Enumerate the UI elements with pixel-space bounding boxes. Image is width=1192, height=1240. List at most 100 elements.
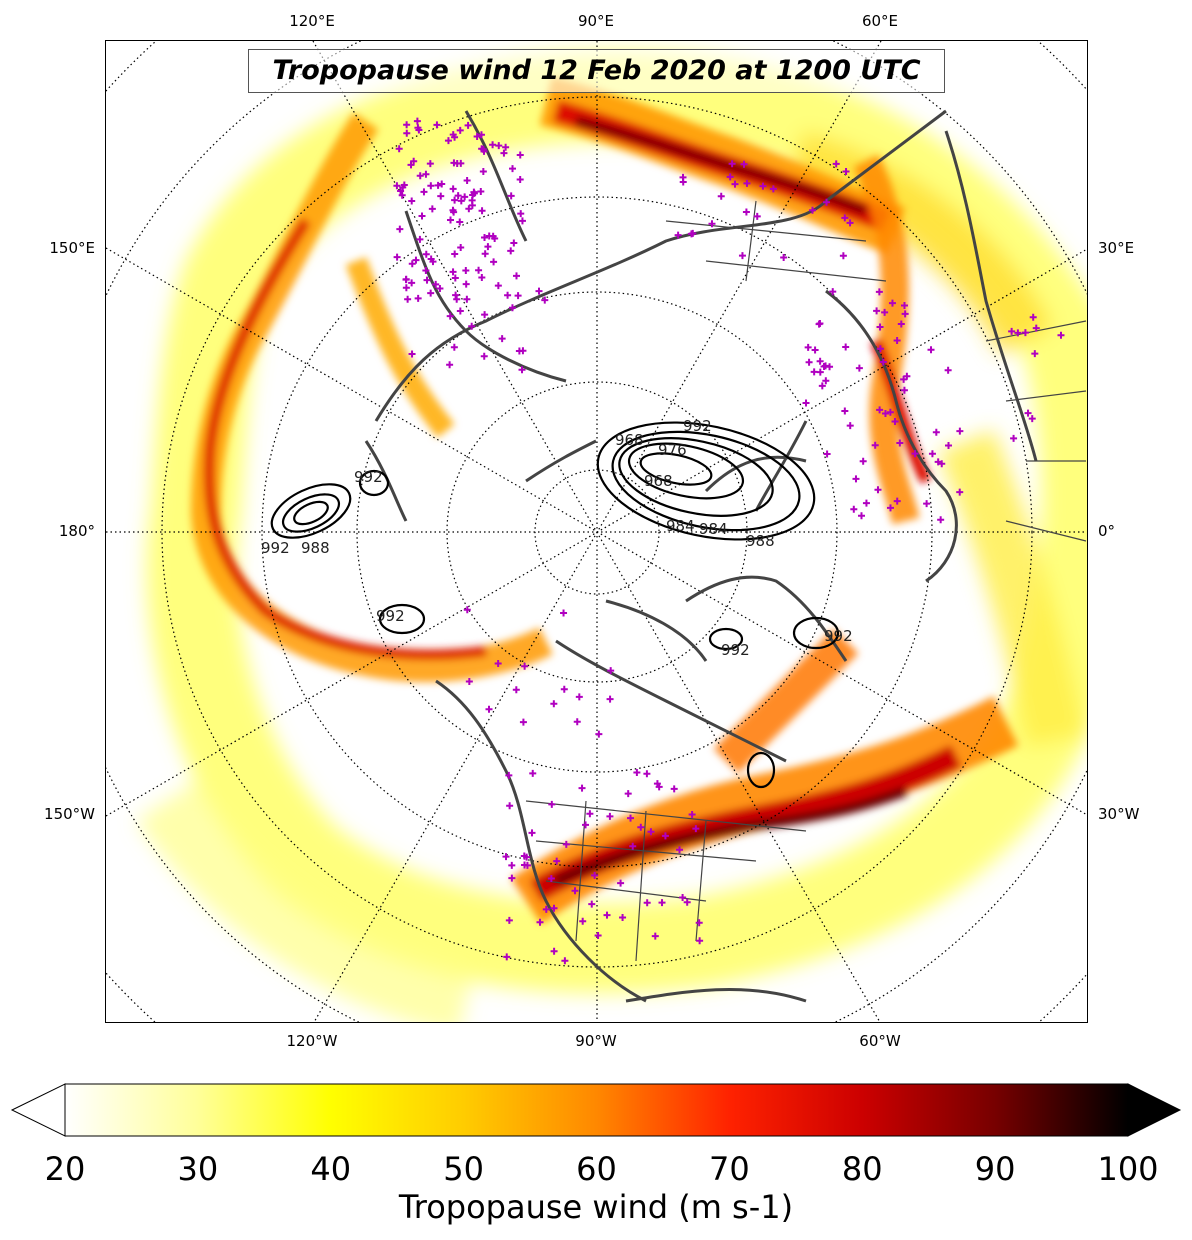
station-marker [516,175,524,183]
contour-label: 984 [699,520,728,538]
station-marker [484,243,492,251]
station-marker [561,957,569,965]
map-tick-label: 90°W [575,1032,617,1050]
station-marker [434,181,442,189]
station-marker [562,840,570,848]
station-marker [517,210,525,218]
station-marker [481,233,489,241]
station-marker [624,790,632,798]
station-marker [397,187,405,195]
station-marker [571,887,579,895]
station-marker [805,358,813,366]
contour-label: 976 [658,441,687,459]
station-marker [519,718,527,726]
contour-label: 988 [301,539,330,557]
station-marker [578,784,586,792]
station-marker [456,307,464,315]
station-marker [911,450,919,458]
station-marker [896,439,904,447]
station-marker [447,216,455,224]
station-marker [422,250,430,258]
station-marker [408,350,416,358]
station-marker [643,770,651,778]
station-marker [423,276,431,284]
station-marker [509,165,517,173]
station-marker [416,172,424,180]
station-marker [658,899,666,907]
station-marker [485,705,493,713]
station-marker [1008,327,1016,335]
contour-label: 992 [354,468,383,486]
station-marker [399,183,407,191]
station-marker [842,343,850,351]
station-marker [444,137,452,145]
colorbar-extend-low [10,1083,66,1137]
colorbar-tick-label: 30 [177,1150,219,1188]
station-marker [512,272,520,280]
station-marker [403,121,411,129]
station-marker [490,258,498,266]
station-marker [518,366,526,374]
station-marker [485,232,493,240]
colorbar-extend-high [1127,1083,1182,1137]
station-marker [461,193,469,201]
station-marker [535,287,543,295]
station-marker [408,260,416,268]
station-marker [728,160,736,168]
station-marker [944,366,952,374]
station-marker [923,500,931,508]
station-marker [661,832,669,840]
map-tick-label: 0° [1098,522,1116,540]
station-marker [886,408,894,416]
station-marker [692,825,700,833]
station-marker [418,212,426,220]
station-marker [1031,350,1039,358]
station-marker [414,124,422,132]
station-marker [393,182,401,190]
station-marker [504,291,512,299]
contour-label: 988 [746,532,775,550]
station-marker [560,609,568,617]
station-marker [655,783,663,791]
contour-label: 984 [666,517,695,535]
station-marker [871,441,879,449]
station-marker [575,693,583,701]
contour-label: 992 [376,607,405,625]
station-marker [873,307,881,315]
station-marker [595,730,603,738]
colorbar-tick-label: 90 [974,1150,1016,1188]
station-marker [436,284,444,292]
station-marker [780,253,788,261]
station-marker [810,368,818,376]
station-marker [579,917,587,925]
station-marker [453,159,461,167]
station-marker [594,931,602,939]
station-marker [451,196,459,204]
station-marker [550,947,558,955]
map-tick-label: 150°W [44,805,95,823]
station-marker [449,206,457,214]
graticule [106,41,1087,1022]
contour-label: 992 [824,627,853,645]
mslp-contours [270,421,840,789]
station-marker [683,898,691,906]
station-marker [647,828,655,836]
station-marker [456,218,464,226]
station-marker [498,335,506,343]
station-marker [1014,329,1022,337]
map-panel: 992 968 976 968 984 988 984 992 988 992 992 992 992 [105,40,1088,1023]
colorbar-gradient [10,1083,1182,1137]
station-marker [478,207,486,215]
station-marker [695,919,703,927]
station-marker [426,160,434,168]
station-marker [928,450,936,458]
station-marker [449,131,457,139]
station-marker [454,192,462,200]
station-marker [416,235,424,243]
station-marker [874,486,882,494]
station-marker [726,173,734,181]
station-marker [477,131,485,139]
station-marker [879,358,887,366]
station-marker [651,932,659,940]
station-marker [606,812,614,820]
